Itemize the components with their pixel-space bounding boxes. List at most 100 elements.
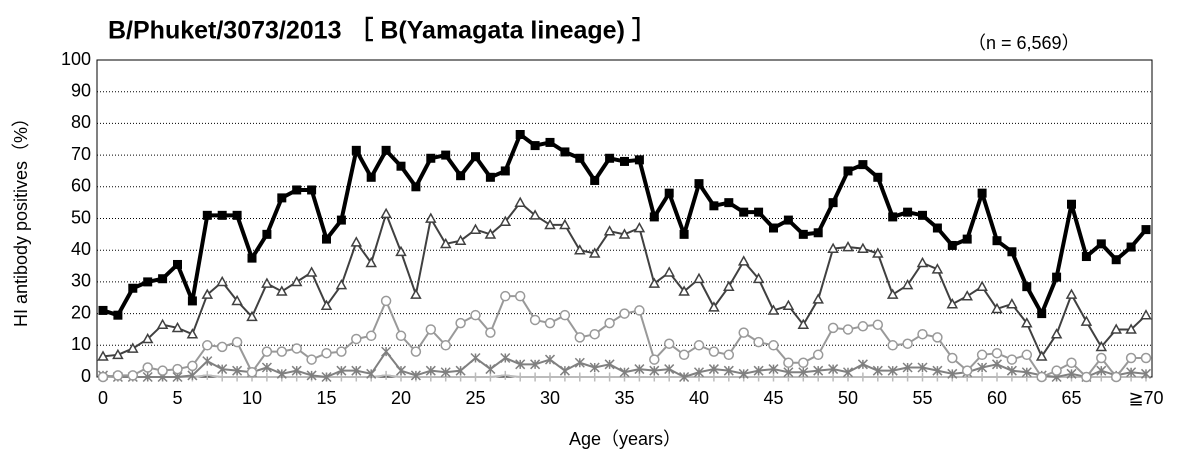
marker <box>693 340 705 351</box>
chart-title: B/Phuket/3073/2013 ［ B(Yamagata lineage)… <box>108 17 657 45</box>
marker <box>872 247 884 258</box>
marker <box>410 370 421 381</box>
marker <box>187 360 198 372</box>
marker <box>768 364 779 375</box>
marker <box>381 145 391 155</box>
marker <box>351 365 362 376</box>
marker <box>828 364 839 375</box>
marker <box>515 372 525 382</box>
marker <box>351 333 362 345</box>
marker <box>991 359 1003 370</box>
marker <box>679 229 689 239</box>
marker <box>992 236 1002 246</box>
marker <box>588 247 601 258</box>
marker <box>991 347 1003 359</box>
marker <box>141 332 154 344</box>
marker <box>768 340 779 351</box>
marker <box>605 153 615 163</box>
marker <box>544 354 556 365</box>
series-line <box>102 295 1146 378</box>
marker <box>202 340 213 351</box>
marker <box>798 357 809 368</box>
marker <box>500 166 510 176</box>
x-tick-label: 55 <box>912 388 932 408</box>
marker <box>322 234 331 244</box>
marker <box>262 372 272 382</box>
marker <box>395 365 407 376</box>
marker <box>306 354 317 365</box>
marker <box>842 324 854 335</box>
marker <box>469 223 482 234</box>
marker <box>977 362 988 373</box>
marker <box>947 240 957 250</box>
marker <box>351 145 361 155</box>
marker <box>485 327 496 338</box>
marker <box>1081 371 1092 383</box>
marker <box>187 296 197 306</box>
marker <box>931 263 944 274</box>
marker <box>1066 368 1077 379</box>
marker <box>171 321 184 333</box>
marker <box>500 290 511 302</box>
marker <box>663 338 675 349</box>
marker <box>529 209 541 220</box>
x-axis-label: Age（years） <box>569 429 681 449</box>
marker <box>902 362 913 373</box>
marker <box>708 346 720 357</box>
marker <box>857 359 868 370</box>
marker <box>991 302 1003 314</box>
marker <box>872 319 884 330</box>
marker <box>291 343 302 354</box>
marker <box>425 212 437 223</box>
marker <box>366 368 377 379</box>
x-tick-label: 25 <box>465 388 485 408</box>
marker <box>455 365 466 376</box>
marker <box>247 253 257 263</box>
marker <box>485 172 495 182</box>
marker <box>664 364 675 375</box>
marker <box>574 357 585 368</box>
marker <box>947 352 958 364</box>
marker <box>694 179 704 189</box>
marker <box>708 364 719 375</box>
marker <box>843 166 853 176</box>
marker <box>143 277 153 287</box>
x-tick-label: 20 <box>391 388 411 408</box>
x-tick-label: 5 <box>172 388 182 408</box>
marker <box>186 328 199 339</box>
marker <box>306 370 317 381</box>
marker <box>142 362 153 373</box>
marker <box>1096 239 1106 249</box>
marker <box>1065 288 1078 299</box>
marker <box>932 223 942 233</box>
y-tick-label: 100 <box>61 49 91 69</box>
marker <box>1007 247 1017 257</box>
marker <box>500 370 510 380</box>
marker <box>575 372 585 382</box>
marker <box>291 365 302 376</box>
x-tick-label: 60 <box>987 388 1007 408</box>
marker <box>903 372 913 382</box>
marker <box>753 336 764 348</box>
marker <box>112 370 124 381</box>
x-tick-label: 40 <box>689 388 709 408</box>
marker <box>158 274 168 284</box>
marker <box>723 349 735 361</box>
x-tick-label: 65 <box>1061 388 1081 408</box>
marker <box>276 346 288 357</box>
marker <box>633 221 646 233</box>
marker <box>545 372 555 382</box>
y-axis-label: HI antibody positives（%） <box>11 109 31 327</box>
marker <box>500 352 511 364</box>
marker <box>321 371 332 383</box>
marker <box>590 372 600 382</box>
y-tick-label: 0 <box>81 366 91 386</box>
marker <box>305 266 318 277</box>
x-tick-label: 30 <box>540 388 560 408</box>
marker <box>290 275 303 287</box>
marker <box>350 236 363 247</box>
marker <box>440 367 451 378</box>
marker <box>739 207 749 217</box>
marker <box>918 372 927 382</box>
marker <box>813 228 823 238</box>
